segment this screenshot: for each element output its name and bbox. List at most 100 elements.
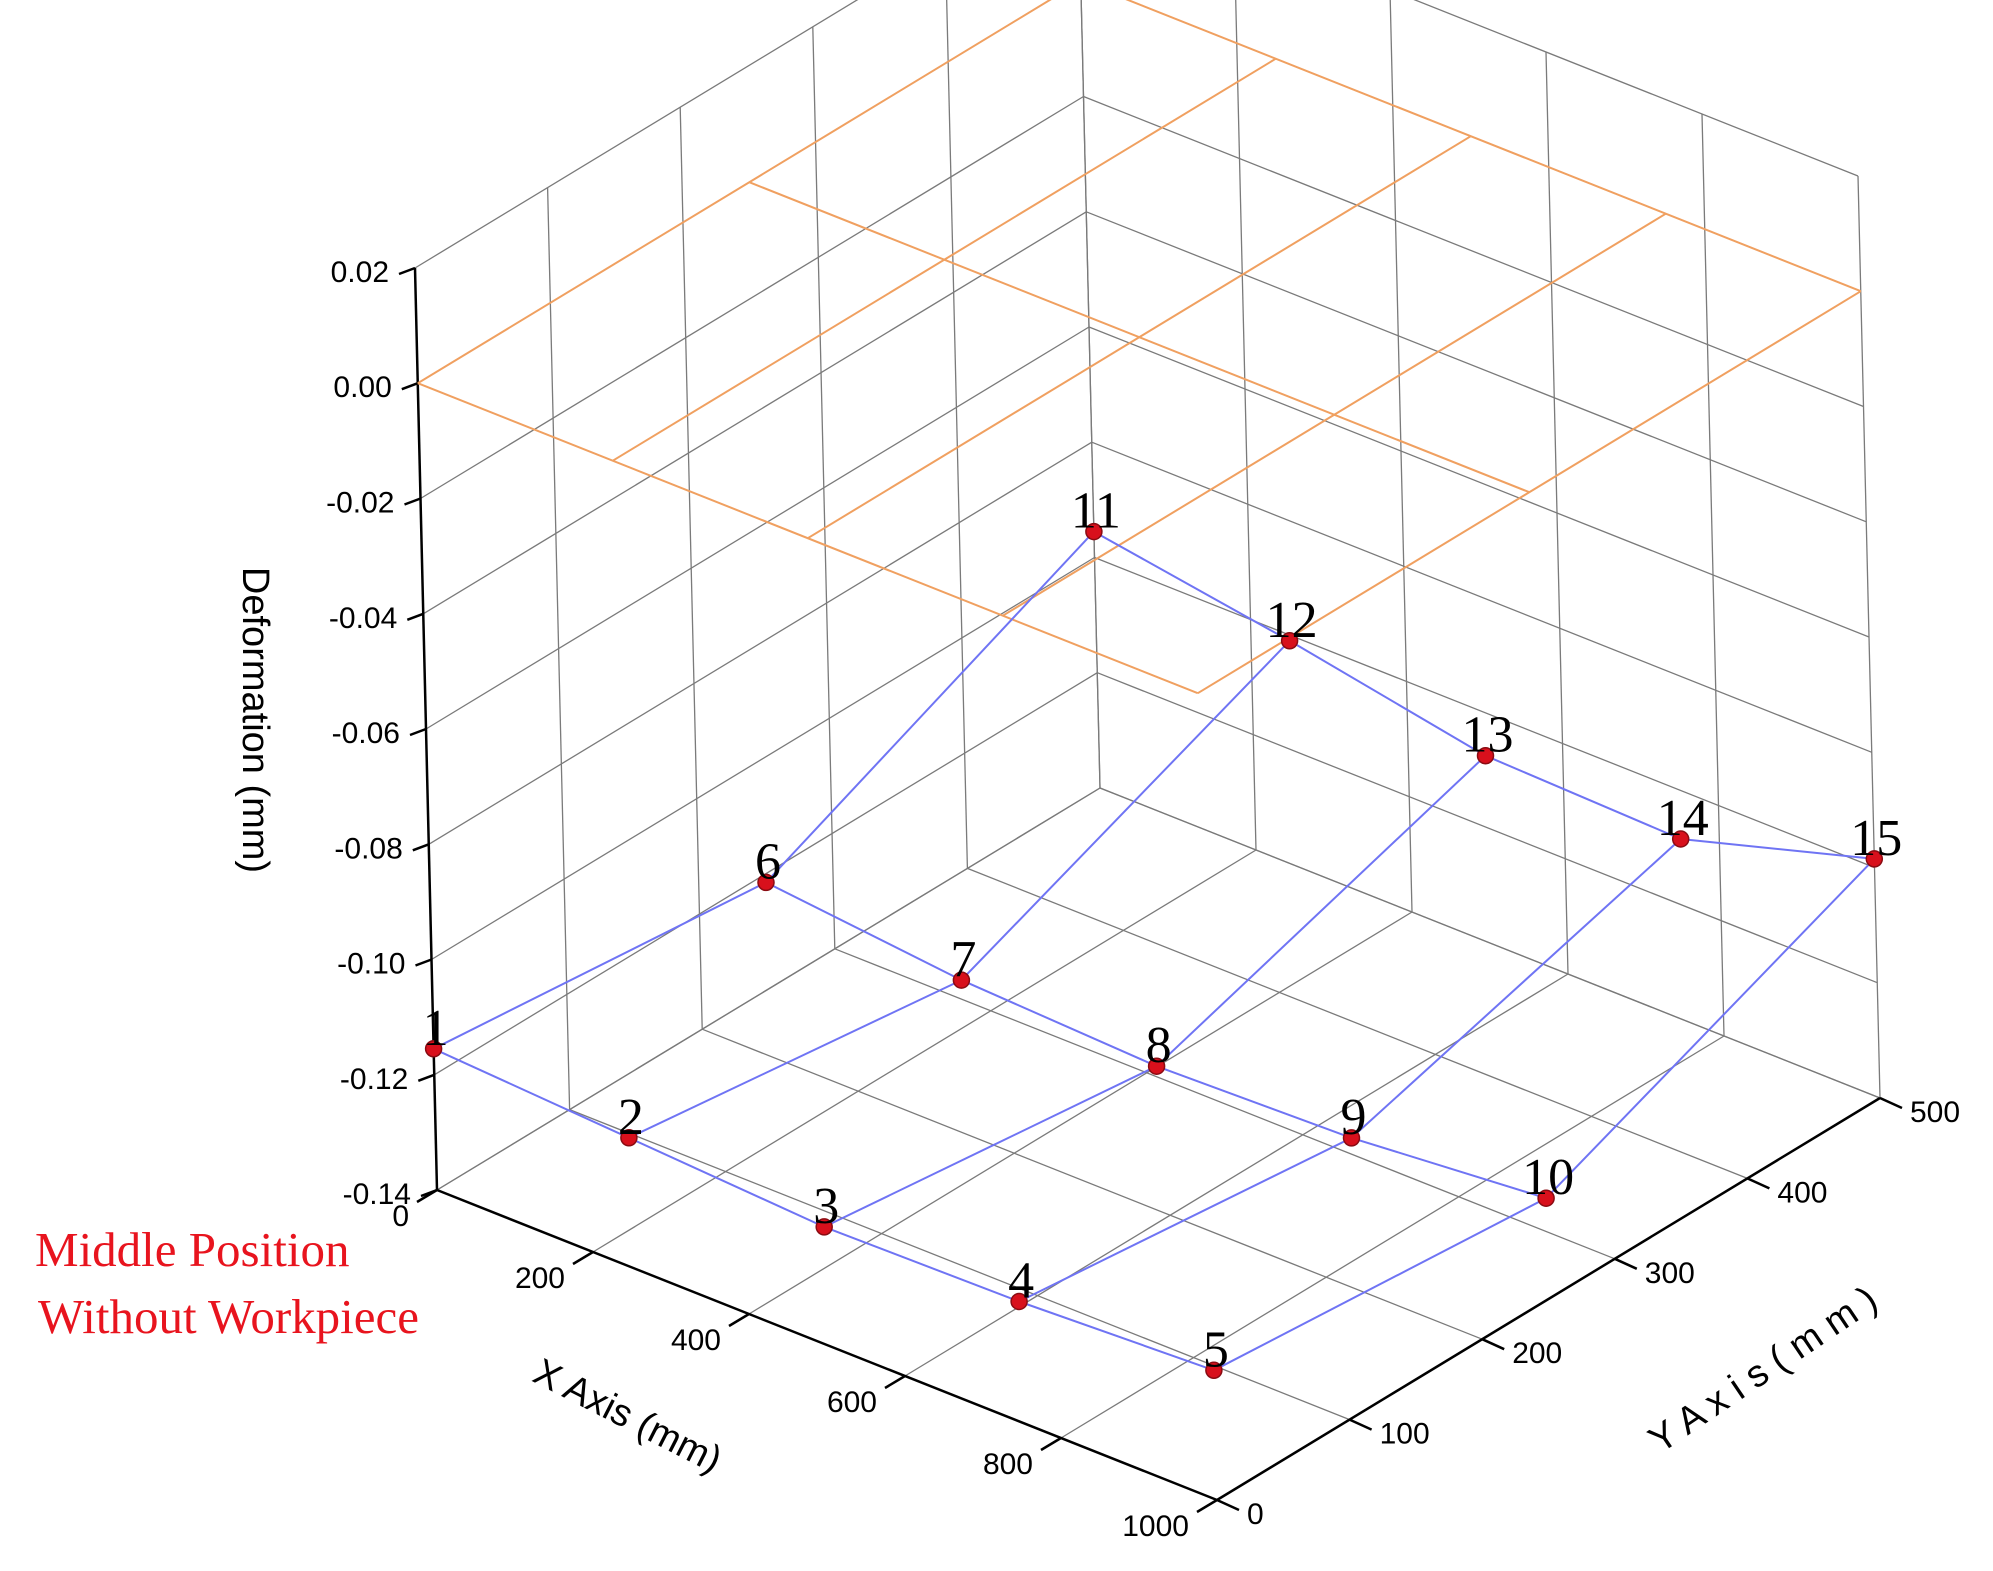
back-wall-grid-line	[1235, 0, 1257, 851]
y-tick-label: 200	[1512, 1337, 1562, 1370]
measurement-point-label: 13	[1462, 707, 1514, 764]
measurement-point-label: 11	[1071, 483, 1121, 540]
measurement-point	[1085, 522, 1103, 541]
measurement-point	[1010, 1292, 1028, 1311]
z-tick-label: -0.06	[332, 717, 400, 750]
measured-grid-line	[765, 881, 962, 981]
measured-grid-line	[1018, 1137, 1352, 1303]
y-axis-title: Y A x i s ( m m )	[1642, 1278, 1885, 1461]
measured-grid-line	[1289, 639, 1487, 757]
measured-grid-line	[1351, 1136, 1547, 1200]
back-wall-grid-line	[1088, 326, 1870, 638]
measured-grid-line	[1350, 838, 1682, 1139]
measured-grid-line	[765, 530, 1095, 884]
floor-grid-line	[748, 911, 1413, 1315]
z-tick-label: -0.10	[337, 948, 405, 981]
x-tick-label: 600	[827, 1386, 877, 1419]
measured-grid-line	[628, 1136, 825, 1228]
z-tick	[406, 612, 424, 621]
measurement-point-label: 3	[813, 1178, 839, 1235]
measurement-point-label: 15	[1850, 810, 1902, 867]
measurement-point-label: 6	[755, 833, 781, 890]
back-wall-grid-line	[1086, 211, 1867, 523]
measured-grid-line	[1485, 754, 1682, 840]
measurement-point	[424, 1040, 443, 1058]
measured-grid-line	[1213, 1197, 1547, 1372]
measurement-point	[952, 971, 971, 989]
y-tick-label: 100	[1380, 1418, 1430, 1451]
measured-grid-line	[628, 979, 962, 1139]
measurement-point	[1147, 1057, 1166, 1075]
x-tick	[884, 1374, 906, 1390]
side-wall-grid-line	[436, 787, 1101, 1191]
measurement-point	[1342, 1129, 1361, 1147]
x-tick	[1196, 1498, 1218, 1514]
y-tick	[1614, 1257, 1638, 1270]
reference-grid-line	[1125, 0, 1862, 293]
measured-grid-line	[823, 1065, 1158, 1228]
measurement-point	[1537, 1189, 1555, 1207]
x-tick-label: 200	[515, 1262, 565, 1295]
side-wall-grid-line	[946, 0, 969, 869]
back-wall-grid-line	[1083, 95, 1864, 408]
x-tick-label: 1000	[1122, 1510, 1189, 1543]
z-tick	[404, 497, 421, 506]
back-wall-grid-line	[1091, 441, 1873, 753]
measurement-point-label: 9	[1341, 1089, 1367, 1146]
y-tick-label: 0	[1247, 1498, 1264, 1531]
measured-grid-line	[1155, 754, 1487, 1067]
reference-grid-line	[417, 382, 1199, 695]
measured-grid-line	[1093, 530, 1291, 642]
z-tick-label: -0.12	[340, 1063, 408, 1096]
y-tick	[1879, 1096, 1903, 1110]
measurement-point-label: 8	[1146, 1017, 1172, 1074]
floor-grid-line	[592, 849, 1257, 1253]
measured-grid-line	[433, 1047, 630, 1139]
back-wall-grid-line	[1099, 787, 1881, 1099]
measured-grid-line	[960, 640, 1291, 981]
measurement-point-label: 10	[1522, 1149, 1574, 1206]
x-axis-title: X Axis (mm)	[527, 1351, 729, 1481]
back-wall-grid-line	[1094, 556, 1875, 869]
x-axis-line	[436, 1188, 1218, 1502]
y-tick-label: 300	[1645, 1257, 1695, 1290]
y-axis-line	[1216, 1096, 1881, 1502]
side-wall-grid-line	[425, 326, 1090, 730]
measured-grid-line	[1018, 1300, 1215, 1372]
measured-grid-line	[1680, 838, 1875, 860]
back-wall-grid-line	[1126, 0, 1862, 292]
z-tick-label: 0.02	[331, 256, 389, 289]
floor-grid-line	[569, 1108, 1350, 1421]
y-tick	[1481, 1338, 1505, 1351]
y-tick-label: 400	[1777, 1176, 1827, 1209]
side-wall-grid-line	[420, 95, 1084, 500]
z-tick	[417, 1073, 435, 1082]
floor-grid-line	[834, 948, 1616, 1260]
x-tick	[1040, 1436, 1062, 1452]
measurement-point	[815, 1218, 833, 1236]
reference-grid-line	[417, 0, 1052, 385]
side-wall-grid-line	[431, 556, 1095, 961]
z-tick-label: -0.14	[343, 1178, 411, 1211]
measurement-point	[757, 873, 775, 892]
measurement-point-label: 7	[950, 931, 976, 988]
x-tick-label: 400	[671, 1324, 721, 1357]
z-tick-label: -0.08	[334, 832, 402, 865]
measurement-point-label: 2	[618, 1089, 644, 1146]
side-wall-grid-line	[1080, 0, 1101, 789]
measurement-point	[1205, 1361, 1223, 1380]
y-tick-label: 500	[1910, 1096, 1960, 1129]
z-tick-label: 0.00	[333, 371, 391, 404]
back-wall-grid-line	[1097, 672, 1878, 984]
y-tick	[1746, 1177, 1770, 1190]
axes: 0.02 0.00 -0.02 -0.04 -0.06 -0.08 -0.10 -0.12 -0…	[326, 256, 1960, 1543]
x-tick-label: 800	[983, 1448, 1033, 1481]
measured-grid-line	[1156, 1065, 1352, 1139]
side-wall-grid-line	[428, 441, 1093, 845]
measured-grid-line	[823, 1225, 1020, 1303]
measurement-point-label: 4	[1008, 1253, 1034, 1310]
measurement-point	[1476, 746, 1495, 765]
measurement-point	[1671, 830, 1690, 848]
